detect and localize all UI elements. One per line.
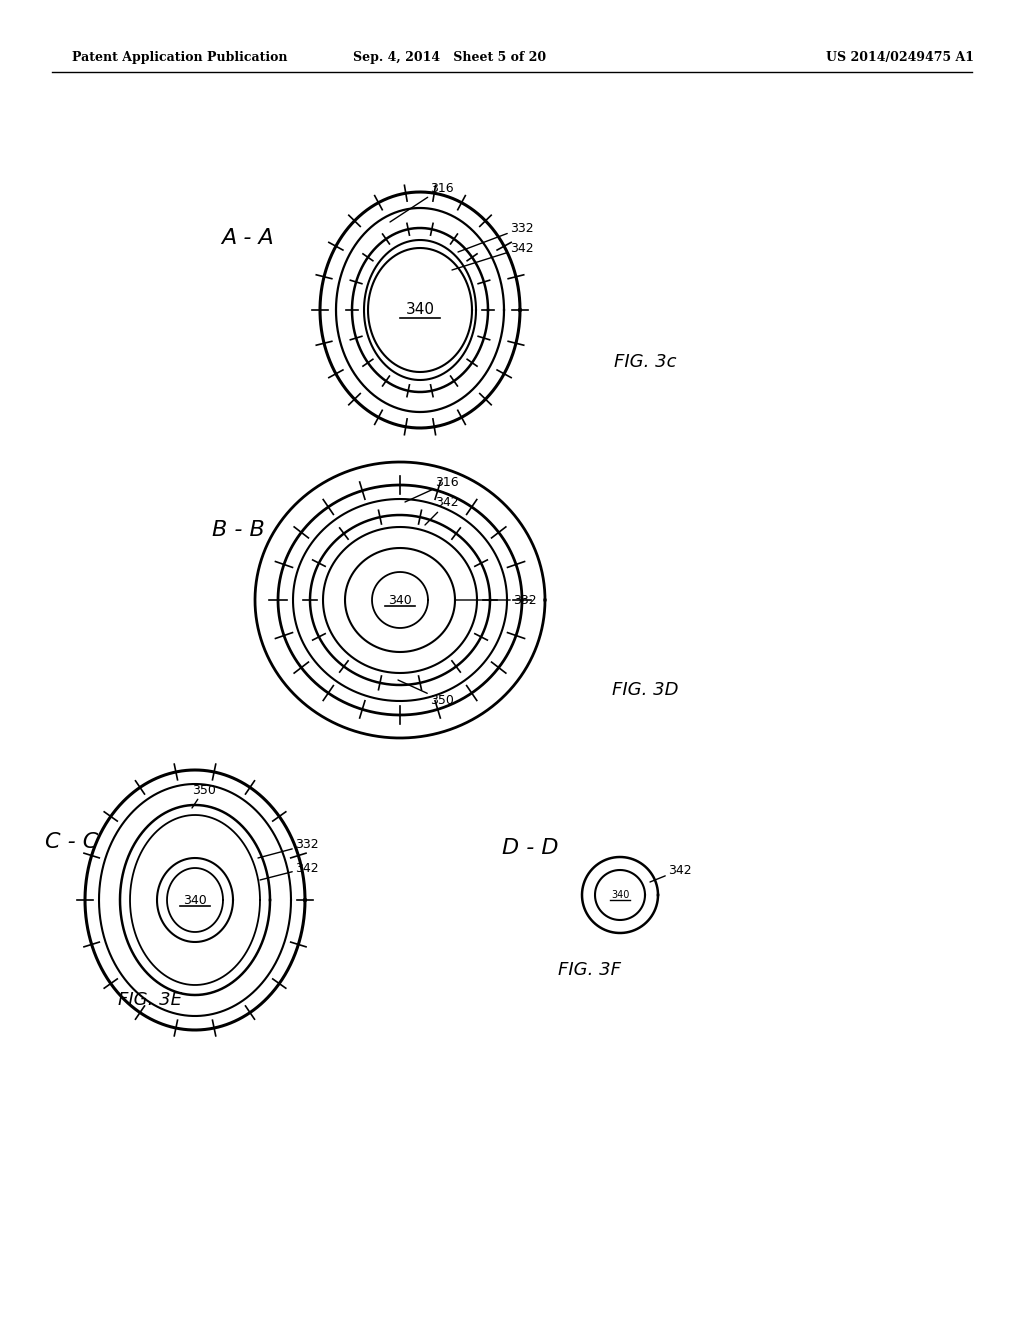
Text: FIG. 3E: FIG. 3E xyxy=(118,991,182,1008)
Text: D - D: D - D xyxy=(502,838,558,858)
Text: 340: 340 xyxy=(406,302,434,318)
Text: 350: 350 xyxy=(193,784,216,808)
Text: A - A: A - A xyxy=(221,228,274,248)
Text: 332: 332 xyxy=(458,222,534,252)
Text: 332: 332 xyxy=(455,594,537,606)
Text: B - B: B - B xyxy=(212,520,264,540)
Text: 340: 340 xyxy=(183,894,207,907)
Text: FIG. 3c: FIG. 3c xyxy=(613,352,676,371)
Text: Sep. 4, 2014   Sheet 5 of 20: Sep. 4, 2014 Sheet 5 of 20 xyxy=(353,51,547,65)
Text: US 2014/0249475 A1: US 2014/0249475 A1 xyxy=(826,51,974,65)
Text: 350: 350 xyxy=(398,680,454,706)
Text: 340: 340 xyxy=(610,890,629,900)
Text: 342: 342 xyxy=(452,242,534,271)
Text: 342: 342 xyxy=(425,496,459,525)
Text: 342: 342 xyxy=(650,863,691,882)
Text: 342: 342 xyxy=(260,862,318,880)
Text: Patent Application Publication: Patent Application Publication xyxy=(72,51,288,65)
Text: C - C: C - C xyxy=(45,832,98,851)
Text: FIG. 3F: FIG. 3F xyxy=(558,961,622,979)
Text: 316: 316 xyxy=(406,477,459,502)
Text: 332: 332 xyxy=(258,838,318,858)
Text: 340: 340 xyxy=(388,594,412,606)
Text: 316: 316 xyxy=(390,181,454,222)
Text: FIG. 3D: FIG. 3D xyxy=(611,681,678,700)
